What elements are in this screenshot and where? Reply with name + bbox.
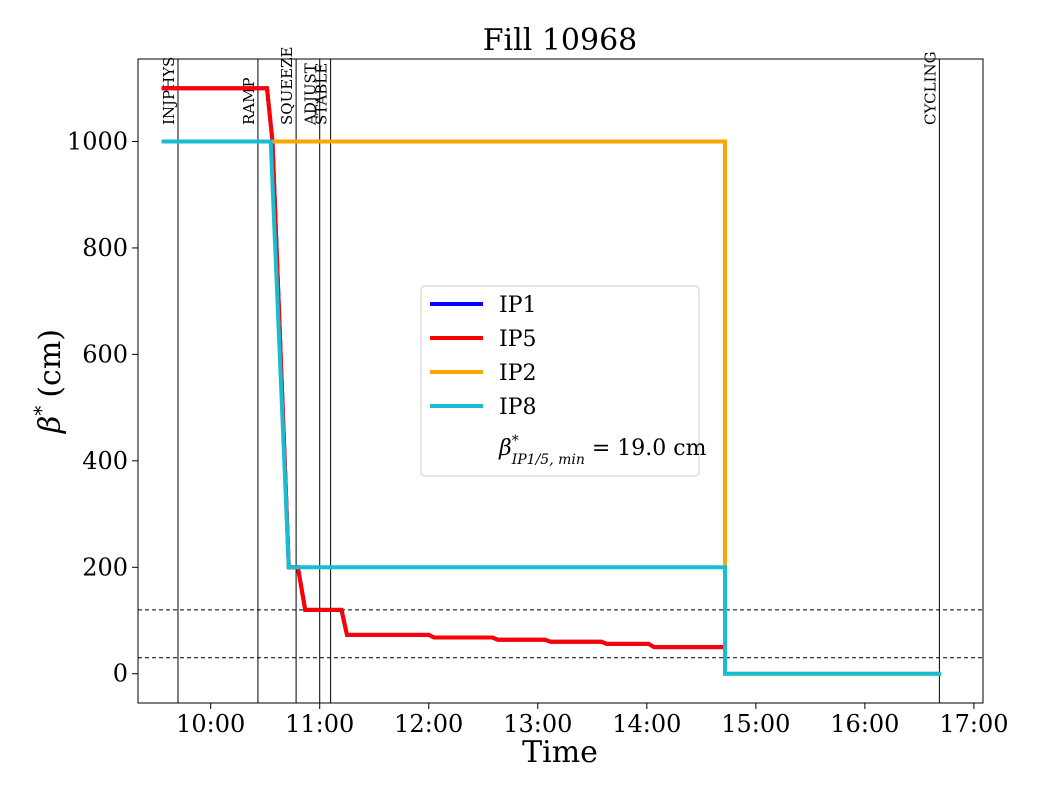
legend-beta-symbol: β [498, 436, 512, 461]
legend-label-ip8: IP8 [499, 395, 537, 420]
y-tick-label: 0 [113, 660, 128, 688]
x-axis: 10:00 11:00 12:00 13:00 14:00 15:00 16:00 17:00 [176, 703, 1008, 738]
x-tick-label: 11:00 [285, 710, 354, 738]
x-tick-label: 16:00 [830, 710, 899, 738]
y-tick-label: 800 [82, 234, 128, 262]
y-axis-label-sup: * [29, 406, 53, 416]
y-tick-label: 600 [82, 340, 128, 368]
x-tick-label: 15:00 [721, 710, 790, 738]
series-line-ip8 [161, 139, 942, 676]
x-tick-label: 12:00 [394, 710, 463, 738]
plot-frame [137, 58, 984, 704]
reference-lines [138, 609, 983, 659]
legend: IP1 IP5 IP2 IP8 β* IP1/5, min = 19.0 cm [420, 285, 707, 477]
x-tick-label: 17:00 [939, 710, 1008, 738]
legend-beta-value: = 19.0 cm [585, 436, 707, 461]
mode-label-cycling: CYCLING [921, 51, 939, 125]
y-tick-label: 400 [82, 447, 128, 475]
y-axis-label-symbol: β [33, 416, 68, 434]
x-axis-label: Time [522, 735, 598, 770]
series-lines [161, 86, 942, 676]
y-axis-label: β* (cm) [29, 329, 68, 434]
chart-title: Fill 10968 [483, 23, 638, 58]
x-tick-label: 10:00 [176, 710, 245, 738]
mode-label-ramp: RAMP [240, 77, 258, 125]
y-axis-label-unit: (cm) [33, 329, 68, 398]
y-axis: 0 200 400 600 800 1000 [67, 127, 138, 688]
mode-label-squeeze: SQUEEZE [278, 47, 296, 126]
legend-label-ip2: IP2 [499, 361, 537, 386]
mode-label-adjust: ADJUST [302, 63, 320, 126]
legend-label-ip1: IP1 [499, 293, 537, 318]
legend-beta-sup: * [512, 433, 519, 449]
legend-box [420, 285, 700, 477]
y-tick-label: 1000 [67, 127, 128, 155]
x-tick-label: 13:00 [503, 710, 572, 738]
mode-label-injphys: INJPHYS [160, 57, 178, 125]
legend-beta-min: β* IP1/5, min = 19.0 cm [498, 433, 707, 468]
legend-label-ip5: IP5 [499, 327, 537, 352]
mode-label-stable: STABLE [313, 63, 331, 125]
legend-beta-sub: IP1/5, min [511, 452, 585, 468]
x-tick-label: 14:00 [612, 710, 681, 738]
y-tick-label: 200 [82, 553, 128, 581]
